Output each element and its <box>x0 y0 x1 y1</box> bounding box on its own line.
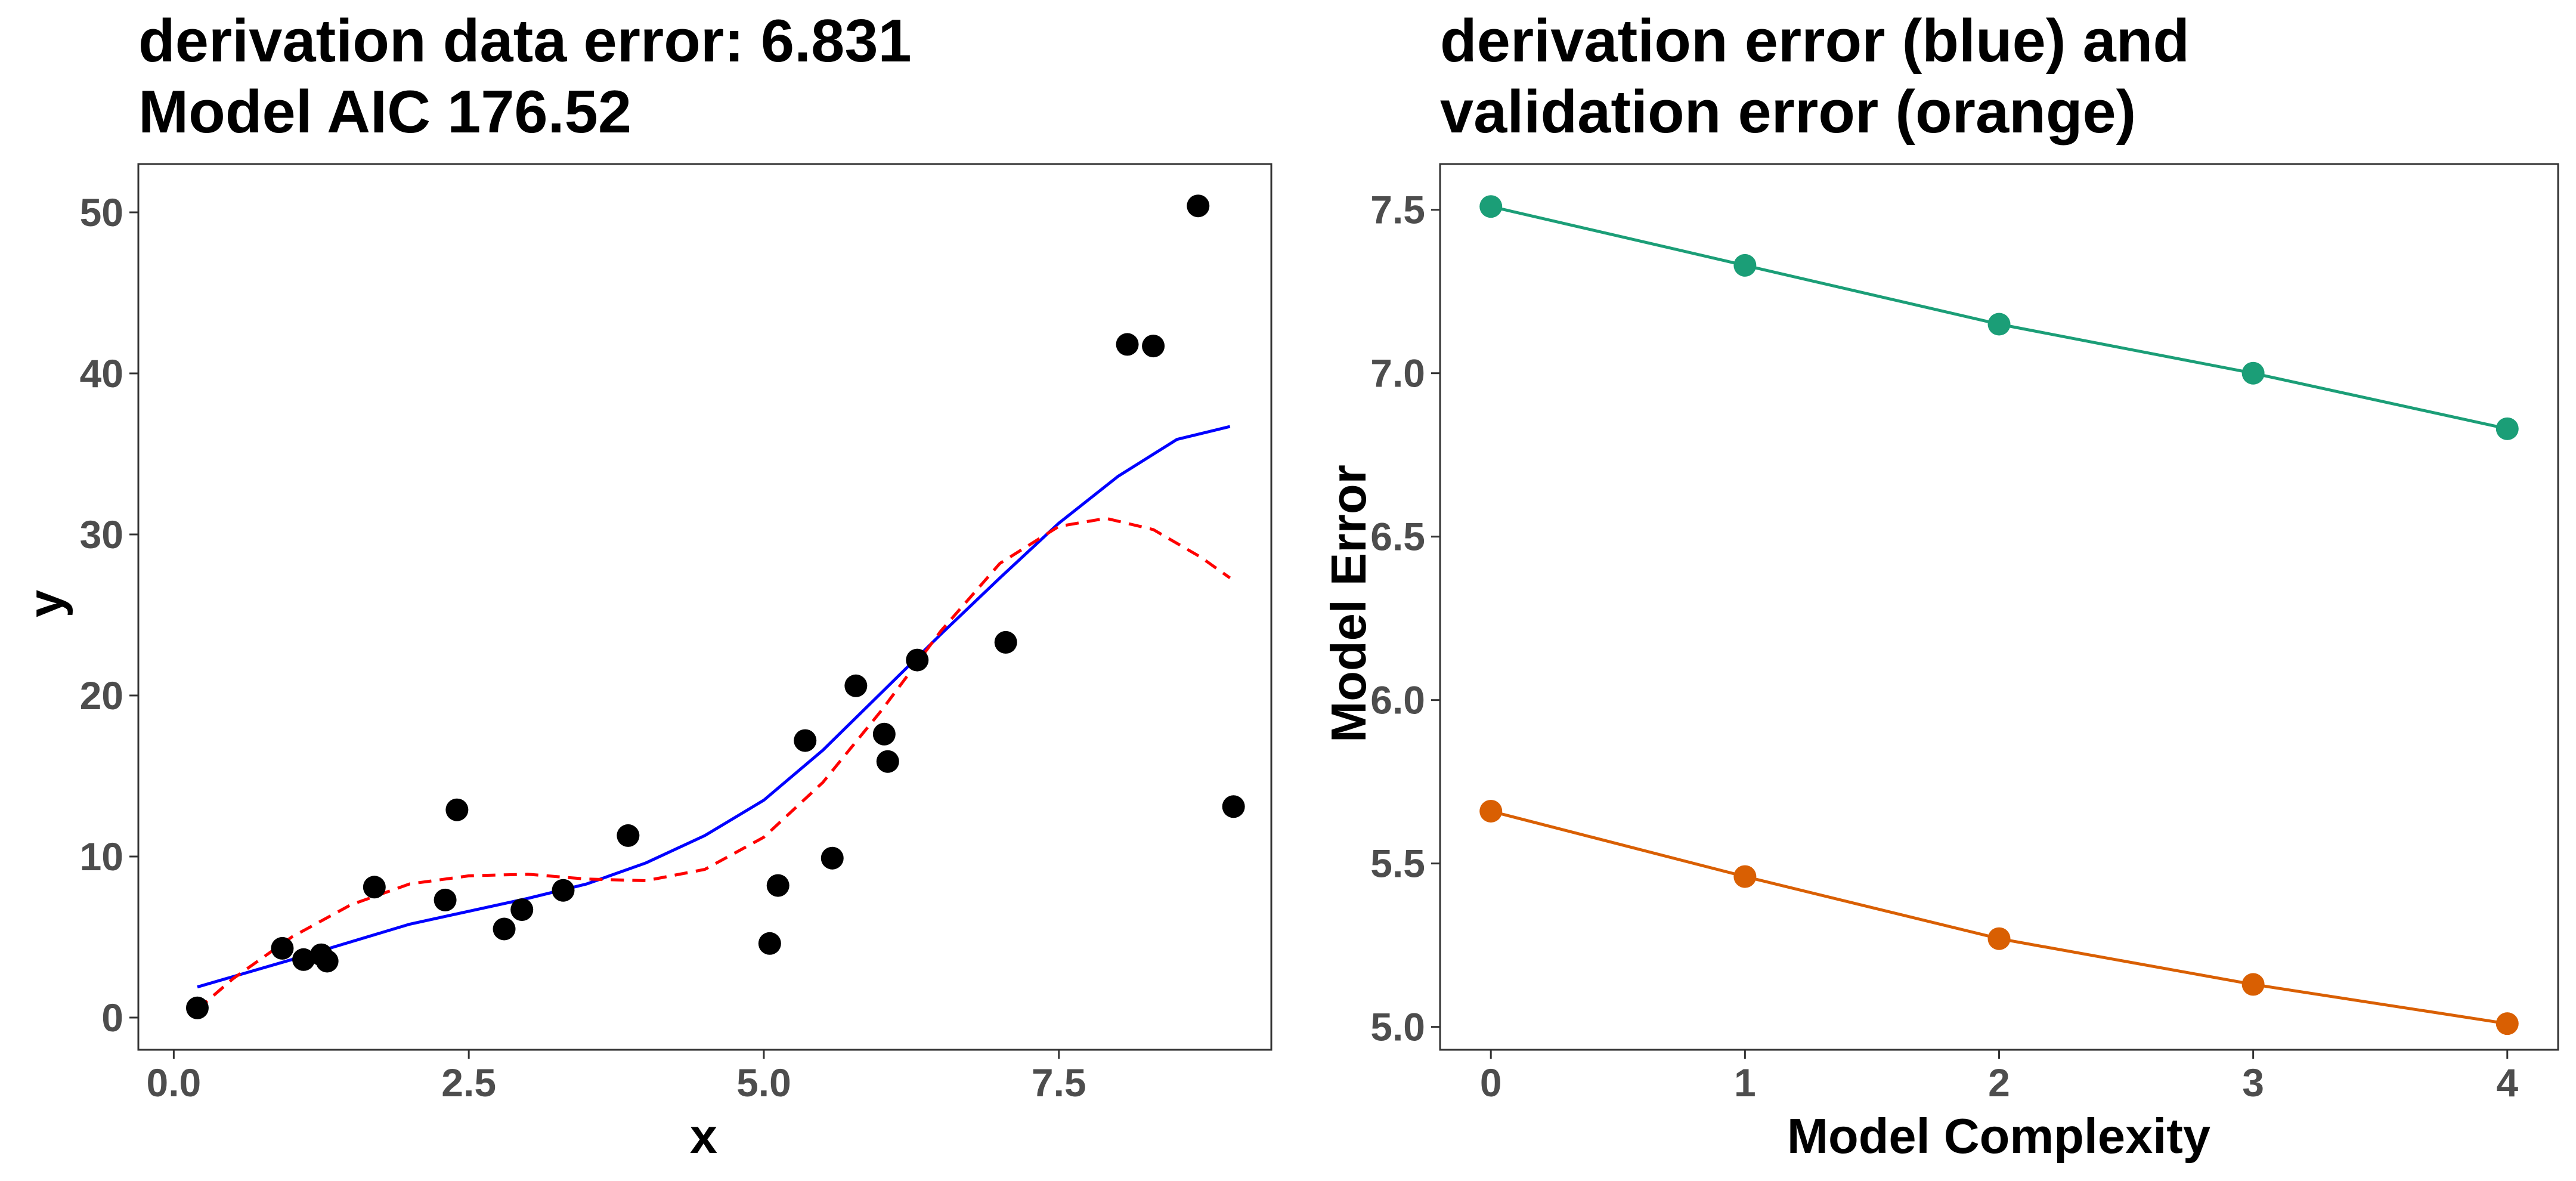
left-x-axis-title: x <box>690 1108 717 1164</box>
scatter-point <box>1116 333 1139 356</box>
scatter-point <box>872 722 896 746</box>
left-chart-title-line-1: derivation data error: 6.831 <box>138 8 912 75</box>
scatter-point <box>821 846 844 870</box>
right-chart: derivation error (blue) and validation e… <box>1321 8 2559 1164</box>
right-x-tick-label: 2 <box>1988 1061 2010 1105</box>
solid-fit-line <box>197 425 1231 989</box>
left-chart-title-line-2: Model AIC 176.52 <box>138 79 631 146</box>
series-0-point <box>1479 195 1503 218</box>
left-y-tick-label: 30 <box>80 512 123 557</box>
scatter-point <box>794 729 817 752</box>
left-y-tick-label: 40 <box>80 351 123 395</box>
right-x-tick-label: 4 <box>2496 1061 2518 1105</box>
right-y-tick-label: 6.0 <box>1370 678 1425 722</box>
scatter-point <box>1222 795 1245 818</box>
scatter-point <box>758 932 781 955</box>
right-x-tick-label: 3 <box>2242 1061 2264 1105</box>
scatter-point <box>185 996 209 1019</box>
scatter-point <box>617 824 640 847</box>
left-y-tick-label: 50 <box>80 190 123 234</box>
right-axis-ticks: 0 1 2 3 4 5.0 5.5 6.0 6.5 7.0 7.5 <box>1370 188 2518 1105</box>
series-0-point <box>1733 253 1757 277</box>
scatter-point <box>445 798 469 821</box>
scatter-point <box>906 648 929 672</box>
left-axis-ticks: 0.0 2.5 5.0 7.5 0 10 20 30 40 50 <box>80 190 1086 1105</box>
series-1-point <box>1733 865 1757 888</box>
scatter-point <box>1187 194 1210 218</box>
right-plot-panel <box>1439 163 2559 1051</box>
scatter-point <box>766 874 789 897</box>
scatter-point <box>876 750 899 773</box>
series-1-point <box>1479 799 1503 823</box>
right-y-tick-label: 5.5 <box>1370 842 1425 886</box>
left-chart: derivation data error: 6.831 Model AIC 1… <box>18 8 1272 1164</box>
scatter-point <box>434 888 457 911</box>
scatter-point <box>493 917 516 941</box>
right-chart-title-line-1: derivation error (blue) and <box>1440 8 2190 75</box>
scatter-point <box>552 879 575 902</box>
left-fit-lines <box>196 425 1231 1011</box>
right-y-tick-label: 5.0 <box>1370 1005 1425 1049</box>
left-data-points <box>185 194 1245 1019</box>
left-x-tick-label: 2.5 <box>441 1061 496 1105</box>
scatter-point <box>271 936 294 960</box>
right-series-points <box>1479 195 2519 1035</box>
series-1-line <box>1490 809 2508 1025</box>
series-0-point <box>1987 313 2011 336</box>
scatter-point <box>844 674 868 697</box>
right-y-tick-label: 7.0 <box>1370 351 1425 395</box>
scatter-point <box>292 948 315 971</box>
right-x-tick-label: 1 <box>1734 1061 1756 1105</box>
scatter-point <box>1142 335 1165 358</box>
right-y-tick-label: 6.5 <box>1370 515 1425 559</box>
left-x-tick-label: 0.0 <box>147 1061 202 1105</box>
left-y-tick-label: 20 <box>80 673 123 718</box>
dashed-fit-line <box>196 517 1231 1011</box>
left-y-tick-label: 0 <box>101 995 123 1040</box>
left-plot-panel <box>137 163 1272 1051</box>
left-y-tick-label: 10 <box>80 834 123 879</box>
left-x-tick-label: 5.0 <box>736 1061 791 1105</box>
series-1-point <box>1987 927 2011 950</box>
series-0-point <box>2241 361 2265 385</box>
scatter-point <box>363 876 386 899</box>
scatter-point <box>510 898 534 922</box>
left-x-tick-label: 7.5 <box>1032 1061 1086 1105</box>
right-y-tick-label: 7.5 <box>1370 188 1425 232</box>
series-0-point <box>2496 417 2519 440</box>
right-y-axis-title: Model Error <box>1321 465 1376 743</box>
scatter-point <box>315 950 339 973</box>
right-x-axis-title: Model Complexity <box>1787 1108 2210 1164</box>
series-1-point <box>2496 1012 2519 1035</box>
right-x-tick-label: 0 <box>1480 1061 1502 1105</box>
right-chart-title-line-2: validation error (orange) <box>1440 79 2136 146</box>
scatter-point <box>994 630 1017 654</box>
left-y-axis-title: y <box>18 590 73 617</box>
series-1-point <box>2241 973 2265 996</box>
